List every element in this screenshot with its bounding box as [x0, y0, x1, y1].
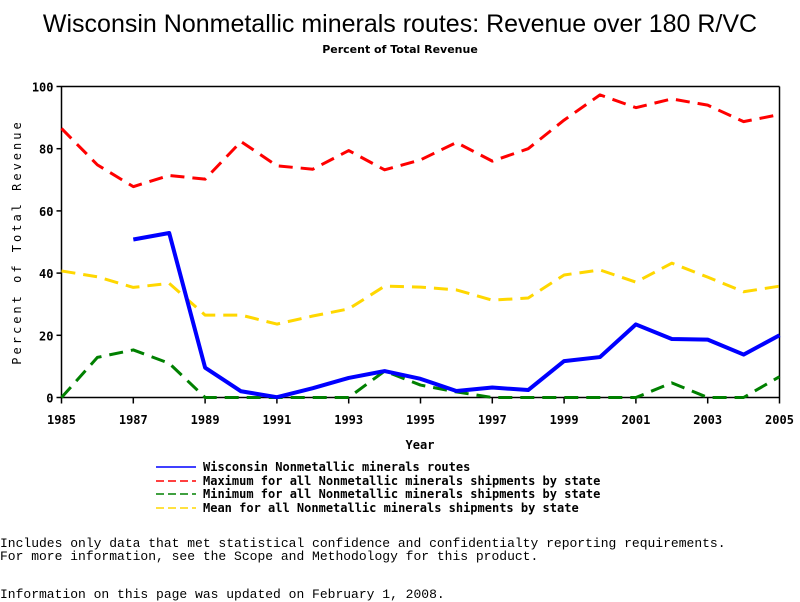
x-tick-label: 1985 [47, 413, 76, 427]
chart-title: Wisconsin Nonmetallic minerals routes: R… [43, 10, 757, 38]
series-1 [61, 95, 779, 187]
series-line [62, 350, 780, 398]
x-tick-label: 1987 [119, 413, 148, 427]
y-axis-label: Percent of Total Revenue [10, 119, 24, 364]
legend-label: Mean for all Nonmetallic minerals shipme… [203, 501, 579, 515]
x-tick-label: 1997 [478, 413, 507, 427]
y-ticks: 0 20 40 60 80 100 [32, 81, 62, 406]
legend-label: Minimum for all Nonmetallic minerals shi… [203, 487, 600, 501]
y-tick-label: 40 [39, 267, 53, 281]
y-tick-label: 20 [39, 329, 53, 343]
x-tick-label: 1995 [406, 413, 435, 427]
y-tick-label: 80 [39, 143, 53, 157]
series-2 [61, 350, 779, 398]
x-tick-label: 1991 [262, 413, 291, 427]
x-tick-label: 2003 [693, 413, 722, 427]
x-tick-label: 2005 [765, 413, 794, 427]
y-tick-label: 60 [39, 205, 53, 219]
y-tick-label: 0 [46, 392, 53, 406]
series-line [62, 263, 780, 324]
plot-frame [62, 87, 780, 398]
series-layer [61, 95, 779, 398]
series-3 [61, 263, 779, 324]
x-tick-label: 1993 [334, 413, 363, 427]
y-tick-label: 100 [32, 81, 54, 95]
x-axis-label: Year [406, 438, 435, 452]
series-line [62, 95, 780, 187]
x-tick-label: 1989 [191, 413, 220, 427]
x-tick-label: 2001 [621, 413, 650, 427]
x-tick-label: 1999 [550, 413, 579, 427]
legend-label: Wisconsin Nonmetallic minerals routes [203, 460, 470, 474]
x-ticks: 1985 1987 1989 1991 1993 1995 1997 1999 2001 2003… [47, 398, 794, 428]
legend-label: Maximum for all Nonmetallic minerals shi… [203, 474, 600, 488]
legend: Wisconsin Nonmetallic minerals routesMax… [156, 460, 600, 515]
footnote-methodology: For more information, see the Scope and … [0, 549, 538, 564]
chart-subtitle: Percent of Total Revenue [322, 43, 478, 56]
